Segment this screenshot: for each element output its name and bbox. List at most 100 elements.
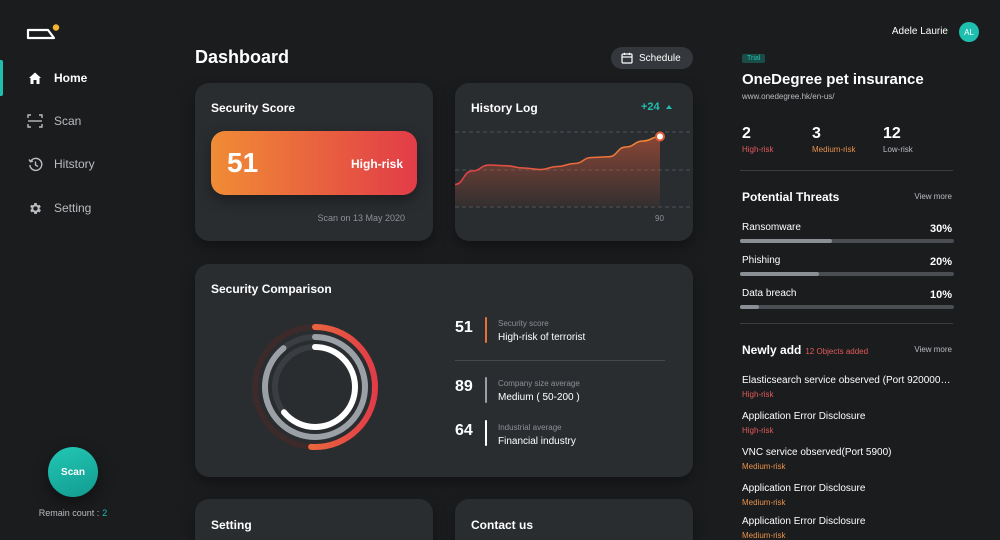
card-title: Security Comparison [211,282,332,296]
sidebar-item-setting[interactable]: Setting [0,190,180,226]
history-log-card: History Log +24 90 [455,83,693,241]
sidebar-item-label: Setting [54,201,92,215]
comparison-caption: Industrial average [498,423,562,432]
list-item-title: VNC service observed(Port 5900) [742,447,892,458]
ring-industrial[interactable] [272,344,358,430]
newly-add-title: Newly add 12 Objects added [742,343,868,357]
stat-low-value: 12 [883,125,901,142]
stat-medium-value: 3 [812,125,821,142]
user-name[interactable]: Adele Laurie [891,26,948,37]
comparison-caption: Company size average [498,379,580,388]
stat-low-label: Low-risk [883,145,913,154]
list-item[interactable]: Elasticsearch service observed (Port 920… [742,375,954,399]
page-title: Dashboard [195,47,290,67]
comparison-label: Financial industry [498,436,576,447]
comparison-label: Medium ( 50-200 ) [498,392,580,403]
divider [740,170,953,171]
comparison-ring-chart [252,324,378,450]
threats-view-more-link[interactable]: View more [914,192,952,201]
setting-card[interactable]: Setting [195,499,433,540]
sidebar-item-label: Home [54,71,88,85]
threat-bar-fill [740,239,833,243]
list-item[interactable]: Application Error Disclosure Medium-risk [742,483,954,507]
card-title: Contact us [471,518,534,532]
threat-name: Data breach [742,288,797,299]
list-item-title: Application Error Disclosure [742,516,866,527]
scan-button[interactable]: Scan [48,447,98,497]
history-delta-value: +24 [641,101,660,113]
newly-add-count: 12 Objects added [805,347,869,356]
comparison-marker [485,377,487,403]
threat-bar [740,305,954,309]
history-delta: +24 [641,101,672,113]
divider [740,323,953,324]
comparison-label: High-risk of terrorist [498,332,586,343]
threat-percent: 20% [929,256,952,268]
list-item-risk: Medium-risk [742,531,786,540]
avatar[interactable]: AL [959,22,979,42]
comparison-value: 51 [455,319,473,336]
list-item[interactable]: Application Error Disclosure Medium-risk [742,516,954,540]
card-title: Security Score [211,101,296,115]
schedule-button[interactable]: Schedule [611,47,693,69]
comparison-caption: Security score [498,319,549,328]
history-icon [26,155,44,173]
comparison-marker [485,317,487,343]
history-latest-point[interactable] [655,131,665,142]
sidebar-item-scan[interactable]: Scan [0,103,180,139]
list-item-title: Application Error Disclosure [742,483,866,494]
security-score-value: 51 [227,147,259,178]
history-x-label: 90 [655,214,664,223]
ring-company-size[interactable] [262,334,368,440]
site-title: OneDegree pet insurance [742,71,924,88]
scan-frame-icon [26,112,44,130]
security-score-card: Security Score 51 High-risk Scan on 13 M… [195,83,433,241]
newly-add-label: Newly add [742,343,802,357]
comparison-marker [485,420,487,446]
card-title: Setting [211,518,252,532]
list-item[interactable]: Application Error Disclosure High-risk [742,411,954,435]
threat-bar [740,272,954,276]
remain-label: Remain count : [38,508,100,518]
card-title: History Log [471,101,538,115]
ring-security-score[interactable] [252,324,378,450]
threat-name: Phishing [742,255,781,266]
list-item-risk: Medium-risk [742,498,786,507]
nav-active-indicator [0,60,3,96]
stat-medium-label: Medium-risk [812,145,856,154]
scan-date: Scan on 13 May 2020 [317,213,405,223]
list-item-title: Application Error Disclosure [742,411,866,422]
security-score-bar[interactable]: 51 High-risk [211,131,417,195]
calendar-icon [621,52,633,64]
threat-name: Ransomware [742,222,801,233]
newly-add-view-more-link[interactable]: View more [914,345,952,354]
threat-percent: 30% [929,223,952,235]
gear-icon [26,199,44,217]
stat-high-label: High-risk [742,145,774,154]
security-score-risk: High-risk [350,157,403,171]
list-item-risk: Medium-risk [742,462,786,471]
trend-up-icon [665,105,672,109]
threat-bar-fill [740,272,820,276]
threat-bar-fill [740,305,760,309]
list-item-risk: High-risk [742,426,774,435]
brand-logo-icon[interactable] [26,24,62,44]
home-icon [26,69,44,87]
remain-count-value: 2 [102,508,108,518]
threat-percent: 10% [929,289,952,301]
site-url[interactable]: www.onedegree.hk/en-us/ [742,92,835,101]
list-item[interactable]: VNC service observed(Port 5900) Medium-r… [742,447,954,471]
schedule-label: Schedule [639,52,681,64]
comparison-value: 64 [455,422,473,439]
sidebar-item-home[interactable]: Home [0,60,180,96]
list-item-title: Elasticsearch service observed (Port 920… [742,375,954,386]
sidebar-item-label: Hitstory [54,157,95,171]
stat-high-value: 2 [742,125,751,142]
security-comparison-card: Security Comparison 51 Security score Hi… [195,264,693,477]
sidebar-item-history[interactable]: Hitstory [0,146,180,182]
remain-count: Remain count :2 [0,508,146,518]
history-area [455,136,660,207]
contact-card[interactable]: Contact us [455,499,693,540]
list-item-risk: High-risk [742,390,774,399]
threat-bar [740,239,954,243]
